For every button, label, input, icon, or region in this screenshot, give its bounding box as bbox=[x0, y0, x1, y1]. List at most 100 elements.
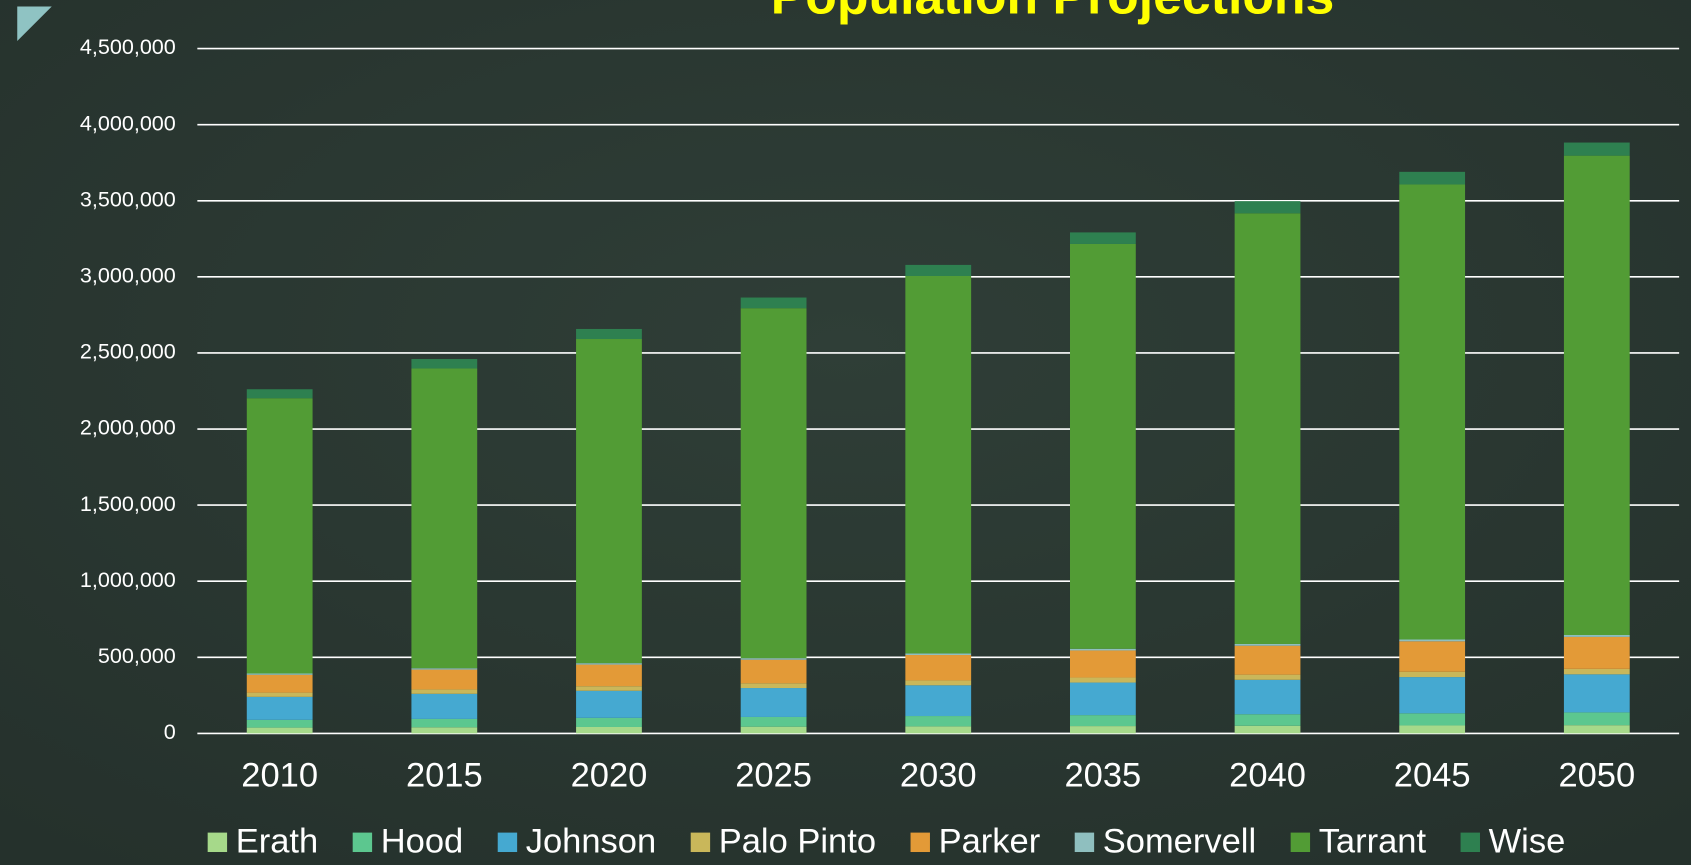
bar-segment bbox=[740, 659, 807, 684]
y-tick-label: 3,000,000 bbox=[80, 263, 176, 288]
bar-segment bbox=[1399, 677, 1466, 714]
bar-segment bbox=[1069, 726, 1136, 734]
bar-segment bbox=[1234, 201, 1301, 214]
x-tick-label: 2035 bbox=[1065, 757, 1142, 795]
bar-segment bbox=[1234, 645, 1301, 675]
bar-segment bbox=[905, 680, 972, 686]
bar-segment bbox=[246, 674, 313, 693]
bar-segment bbox=[1069, 682, 1136, 716]
bar-segment bbox=[1563, 668, 1630, 675]
legend-label: Johnson bbox=[526, 822, 656, 860]
legend-swatch bbox=[690, 832, 711, 853]
bar-segment bbox=[1234, 213, 1301, 644]
bar-segment bbox=[905, 726, 972, 734]
bar-segment bbox=[246, 692, 313, 697]
y-tick-label: 2,000,000 bbox=[80, 415, 176, 440]
bar-segment bbox=[246, 673, 313, 675]
x-tick-label: 2025 bbox=[735, 757, 812, 795]
bar-segment bbox=[1234, 714, 1301, 726]
bar-segment bbox=[905, 653, 972, 656]
bar-segment bbox=[576, 690, 642, 718]
bar-segment bbox=[740, 726, 807, 734]
bar-segment bbox=[246, 696, 313, 720]
x-tick-label: 2040 bbox=[1229, 757, 1306, 795]
y-tick-label: 0 bbox=[164, 719, 176, 744]
bar-segment bbox=[1234, 674, 1301, 680]
bar-segment bbox=[576, 686, 642, 691]
bar-segment bbox=[411, 689, 478, 694]
bar-segment bbox=[1399, 671, 1466, 678]
bar-segment bbox=[246, 389, 313, 399]
bar-segment bbox=[411, 359, 478, 369]
y-tick-label: 1,000,000 bbox=[80, 567, 176, 592]
bar-segment bbox=[576, 726, 642, 734]
legend-swatch bbox=[910, 832, 930, 853]
bar-segment bbox=[1069, 648, 1136, 651]
bar-segment bbox=[740, 716, 807, 727]
bar-segment bbox=[905, 716, 972, 727]
bar-segment bbox=[1563, 636, 1630, 669]
bar-segment bbox=[1563, 635, 1630, 637]
bar-segment bbox=[246, 727, 313, 734]
legend-label: Tarrant bbox=[1319, 822, 1427, 860]
bar-segment bbox=[740, 688, 807, 717]
bar-segment bbox=[1234, 725, 1301, 734]
y-tick-label: 500,000 bbox=[98, 643, 176, 668]
bar-segment bbox=[411, 668, 478, 670]
y-tick-label: 4,500,000 bbox=[80, 34, 176, 59]
legend-swatch bbox=[1460, 832, 1480, 853]
bar-segment bbox=[1563, 155, 1630, 636]
bar-segment bbox=[1069, 677, 1136, 683]
bar-segment bbox=[1069, 715, 1136, 727]
bar-segment bbox=[1399, 641, 1466, 672]
x-tick-label: 2030 bbox=[900, 757, 977, 795]
legend-swatch bbox=[352, 832, 373, 853]
bar-segment bbox=[576, 664, 642, 687]
bar-segment bbox=[576, 663, 642, 665]
bar-segment bbox=[1563, 674, 1630, 713]
legend-swatch bbox=[497, 832, 518, 853]
bar-segment bbox=[1563, 142, 1630, 156]
chart-title: Population Projections bbox=[771, 0, 1335, 25]
x-tick-label: 2015 bbox=[406, 757, 483, 795]
bar-segment bbox=[411, 718, 478, 728]
bar-segment bbox=[740, 308, 807, 659]
y-tick-label: 1,500,000 bbox=[80, 491, 176, 516]
bar-segment bbox=[1069, 650, 1136, 678]
bar-segment bbox=[411, 727, 478, 734]
bar-segment bbox=[576, 328, 642, 340]
bar-segment bbox=[246, 719, 313, 728]
bar-segment bbox=[905, 276, 972, 654]
legend-swatch bbox=[207, 832, 228, 853]
bar-segment bbox=[411, 368, 478, 669]
bar-segment bbox=[905, 264, 972, 277]
bar-segment bbox=[576, 339, 642, 664]
bar-segment bbox=[1234, 679, 1301, 715]
bar-segment bbox=[740, 297, 807, 309]
bar-segment bbox=[411, 669, 478, 690]
bar-segment bbox=[1399, 713, 1466, 726]
bar-segment bbox=[905, 685, 972, 717]
bar-segment bbox=[740, 683, 807, 689]
legend-label: Hood bbox=[381, 822, 463, 860]
y-tick-label: 3,500,000 bbox=[80, 186, 176, 211]
y-tick-label: 4,000,000 bbox=[80, 110, 176, 135]
bar-segment bbox=[740, 658, 807, 660]
bar-segment bbox=[1069, 243, 1136, 649]
bar-segment bbox=[411, 693, 478, 719]
bar-segment bbox=[1399, 639, 1466, 642]
legend-label: Wise bbox=[1489, 822, 1566, 860]
bar-segment bbox=[1399, 171, 1466, 185]
bar-segment bbox=[1399, 725, 1466, 734]
x-tick-label: 2050 bbox=[1558, 757, 1635, 795]
bar-segment bbox=[246, 398, 313, 674]
legend-label: Palo Pinto bbox=[719, 822, 876, 860]
x-tick-label: 2010 bbox=[241, 757, 318, 795]
bar-segment bbox=[905, 655, 972, 681]
legend-label: Parker bbox=[939, 822, 1041, 860]
bar-segment bbox=[1563, 712, 1630, 726]
y-tick-label: 2,500,000 bbox=[80, 339, 176, 364]
bar-segment bbox=[1234, 643, 1301, 646]
x-tick-label: 2045 bbox=[1394, 757, 1471, 795]
